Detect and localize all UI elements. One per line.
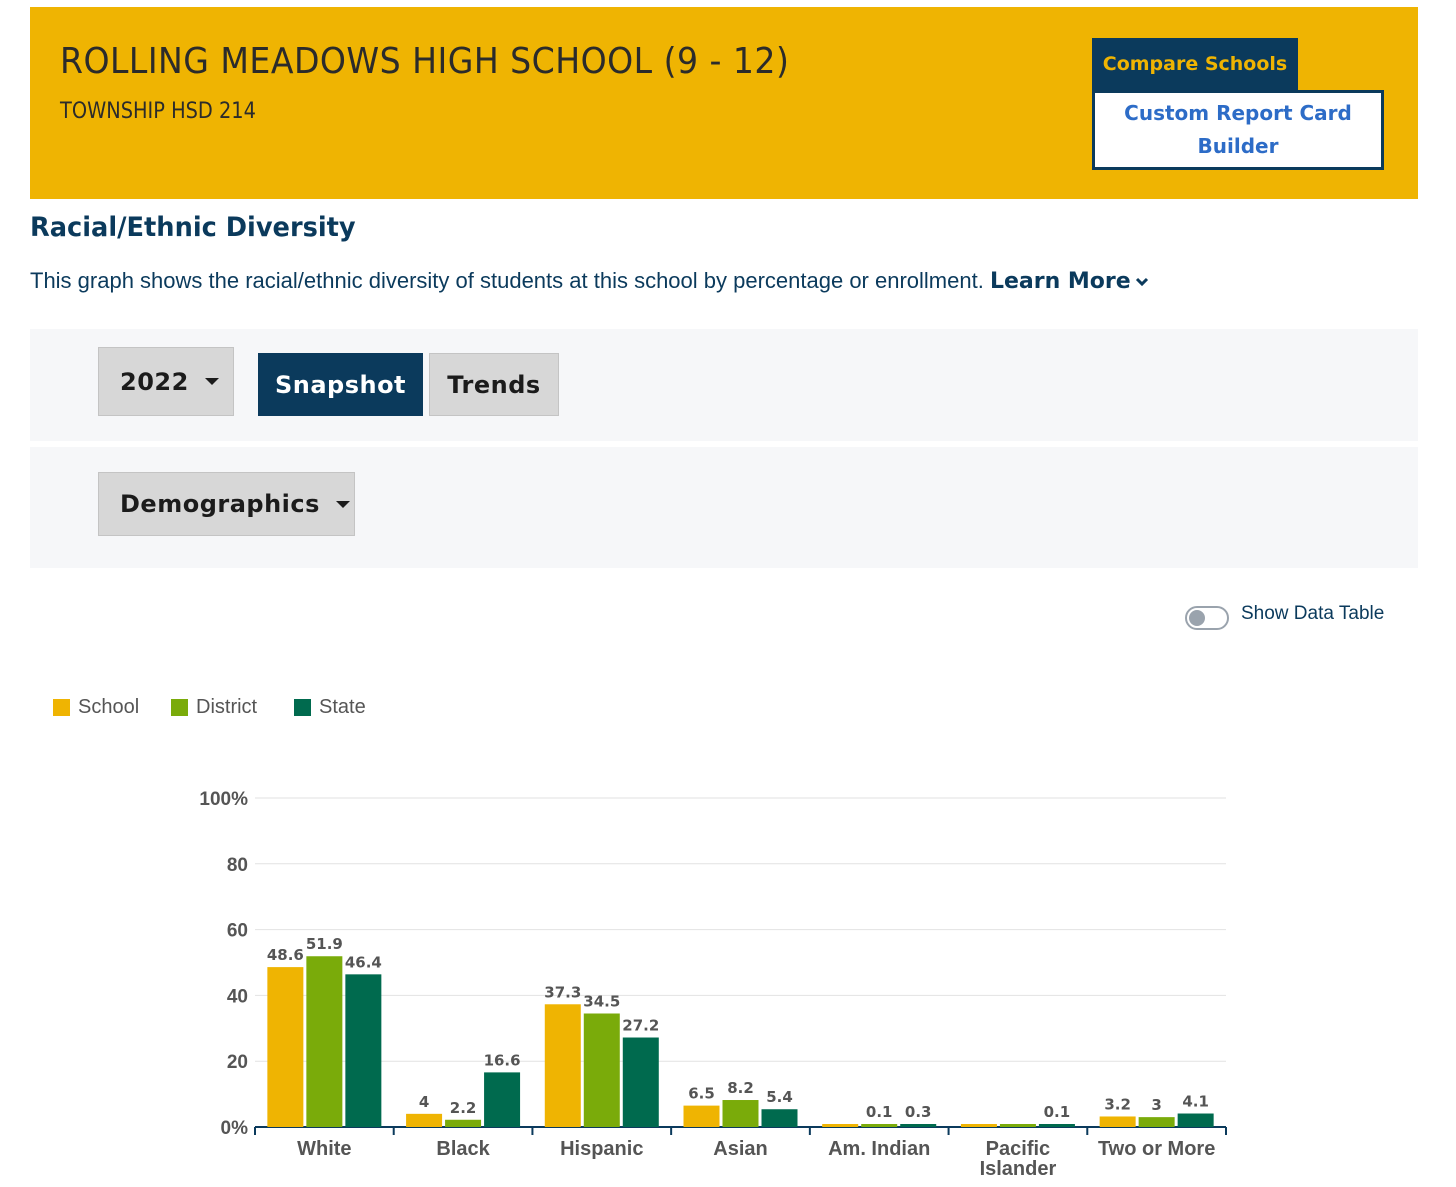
data-label: 34.5 (583, 992, 620, 1010)
bar-school (1099, 1116, 1136, 1127)
bar-state (761, 1109, 798, 1127)
data-label: 5.4 (766, 1088, 793, 1106)
custom-report-label: Custom Report Card Builder (1124, 101, 1352, 158)
year-dropdown[interactable]: 2022 (98, 347, 234, 416)
data-label: 46.4 (345, 953, 382, 971)
data-label: 16.6 (484, 1051, 521, 1069)
legend-district[interactable]: District (171, 696, 257, 719)
y-tick-label: 40 (227, 986, 248, 1007)
data-label: 4 (419, 1093, 429, 1111)
show-data-table-label: Show Data Table (1241, 603, 1385, 624)
x-category-label: Hispanic (560, 1138, 643, 1160)
bar-district (722, 1100, 759, 1127)
y-tick-label: 20 (227, 1052, 248, 1073)
data-label: 8.2 (727, 1079, 754, 1097)
x-category-label: Two or More (1098, 1138, 1215, 1160)
data-label: 51.9 (306, 935, 343, 953)
show-data-table-toggle[interactable] (1185, 606, 1229, 630)
section-title: Racial/Ethnic Diversity (30, 212, 356, 243)
data-label: 2.2 (450, 1099, 477, 1117)
learn-more-link[interactable]: Learn More (990, 269, 1149, 294)
diversity-bar-chart: 0% 20 40 60 80 100% 48.651.946.4 White 4 2.2 16.6 B… (199, 789, 1227, 1180)
bar-state (1177, 1113, 1214, 1127)
y-tick-label: 0% (221, 1118, 249, 1139)
learn-more-label: Learn More (989, 269, 1131, 294)
data-label: 6.5 (688, 1085, 715, 1103)
bar-school (267, 967, 304, 1127)
bar-district (306, 956, 343, 1127)
x-category-label: Pacific Islander (980, 1138, 1057, 1180)
bar-district (445, 1119, 482, 1127)
data-label: 0.3 (905, 1103, 932, 1121)
description-text: This graph shows the racial/ethnic diver… (30, 268, 984, 293)
data-label: 48.6 (267, 946, 304, 964)
bar-state (1038, 1124, 1075, 1127)
data-label: 27.2 (622, 1017, 659, 1035)
caret-down-icon (335, 500, 350, 508)
legend-state-label: State (319, 696, 366, 718)
bar-school (960, 1124, 997, 1127)
y-tick-label: 80 (227, 855, 248, 876)
year-value: 2022 (120, 367, 189, 396)
bar-school (406, 1113, 443, 1127)
legend-district-swatch (171, 699, 188, 716)
x-category-label: Asian (713, 1138, 767, 1160)
district-name: TOWNSHIP HSD 214 (60, 99, 256, 124)
x-category-label: Am. Indian (828, 1138, 930, 1160)
data-label: 0.1 (1044, 1103, 1071, 1121)
compare-schools-button[interactable]: Compare Schools (1092, 38, 1298, 90)
trends-button[interactable]: Trends (429, 353, 559, 416)
data-label: 3 (1151, 1096, 1161, 1114)
y-tick-label: 100% (199, 789, 248, 810)
school-name: ROLLING MEADOWS HIGH SCHOOL (9 - 12) (60, 41, 790, 82)
caret-down-icon (204, 378, 219, 385)
legend-district-label: District (196, 696, 258, 718)
bar-state (622, 1037, 659, 1127)
section-description: This graph shows the racial/ethnic diver… (30, 268, 1149, 294)
legend-state[interactable]: State (294, 696, 366, 719)
bar-school (544, 1004, 581, 1127)
bar-state (484, 1072, 521, 1127)
legend-school-swatch (53, 699, 70, 716)
custom-report-card-builder-button[interactable]: Custom Report Card Builder (1092, 90, 1384, 170)
snapshot-button[interactable]: Snapshot (258, 353, 423, 416)
x-category-label: White (297, 1138, 351, 1160)
filter-panel (30, 329, 1418, 441)
bar-school (822, 1124, 859, 1127)
data-label: 4.1 (1182, 1093, 1209, 1111)
demographics-dropdown[interactable]: Demographics (98, 472, 355, 536)
bar-district (583, 1013, 620, 1127)
data-label: 37.3 (544, 983, 581, 1001)
chevron-down-icon (1135, 277, 1148, 287)
y-tick-label: 60 (227, 921, 248, 942)
school-header: ROLLING MEADOWS HIGH SCHOOL (9 - 12) TOW… (30, 7, 1418, 199)
bar-school (683, 1105, 720, 1127)
x-category-label: Black (436, 1138, 490, 1160)
toggle-knob (1189, 610, 1205, 626)
legend-state-swatch (294, 699, 311, 716)
bar-district (999, 1124, 1036, 1127)
bar-state (900, 1124, 937, 1127)
bar-district (861, 1124, 898, 1127)
legend-school-label: School (78, 696, 140, 718)
bar-district (1138, 1117, 1175, 1127)
legend-school[interactable]: School (53, 696, 139, 719)
data-label: 3.2 (1104, 1095, 1131, 1113)
data-label: 0.1 (866, 1103, 893, 1121)
bar-state (345, 974, 382, 1127)
demographics-value: Demographics (120, 490, 320, 518)
